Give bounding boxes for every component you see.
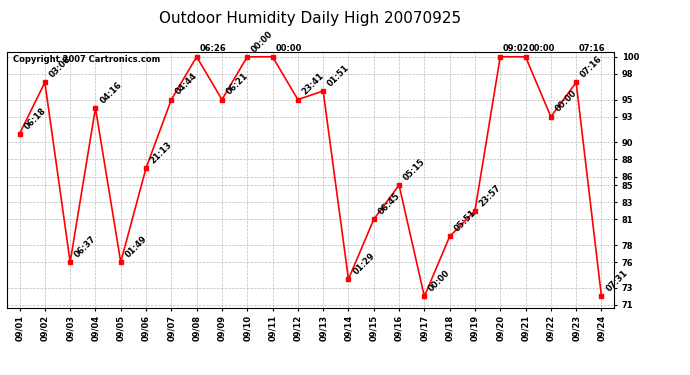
Text: 00:00: 00:00 (529, 44, 555, 52)
Text: 06:37: 06:37 (73, 234, 98, 260)
Text: 04:16: 04:16 (98, 80, 124, 105)
Text: 00:00: 00:00 (553, 89, 579, 114)
Text: 00:00: 00:00 (427, 268, 452, 294)
Text: 06:45: 06:45 (377, 191, 402, 217)
Text: 23:57: 23:57 (477, 183, 503, 208)
Text: 01:49: 01:49 (124, 234, 149, 260)
Text: Copyright 2007 Cartronics.com: Copyright 2007 Cartronics.com (13, 55, 160, 64)
Text: 07:31: 07:31 (604, 268, 629, 294)
Text: 05:51: 05:51 (453, 209, 477, 234)
Text: 01:29: 01:29 (351, 251, 377, 276)
Text: Outdoor Humidity Daily High 20070925: Outdoor Humidity Daily High 20070925 (159, 11, 462, 26)
Text: 03:08: 03:08 (48, 55, 72, 80)
Text: 01:51: 01:51 (326, 63, 351, 88)
Text: 09:02: 09:02 (503, 44, 529, 52)
Text: 00:00: 00:00 (250, 29, 275, 54)
Text: 06:26: 06:26 (199, 44, 226, 52)
Text: 07:16: 07:16 (579, 44, 606, 52)
Text: 00:00: 00:00 (275, 44, 302, 52)
Text: 06:21: 06:21 (225, 72, 250, 97)
Text: 05:15: 05:15 (402, 157, 427, 182)
Text: 06:18: 06:18 (22, 106, 48, 131)
Text: 07:16: 07:16 (579, 54, 604, 80)
Text: 23:41: 23:41 (301, 72, 326, 97)
Text: 21:13: 21:13 (149, 140, 174, 165)
Text: 04:44: 04:44 (174, 72, 199, 97)
